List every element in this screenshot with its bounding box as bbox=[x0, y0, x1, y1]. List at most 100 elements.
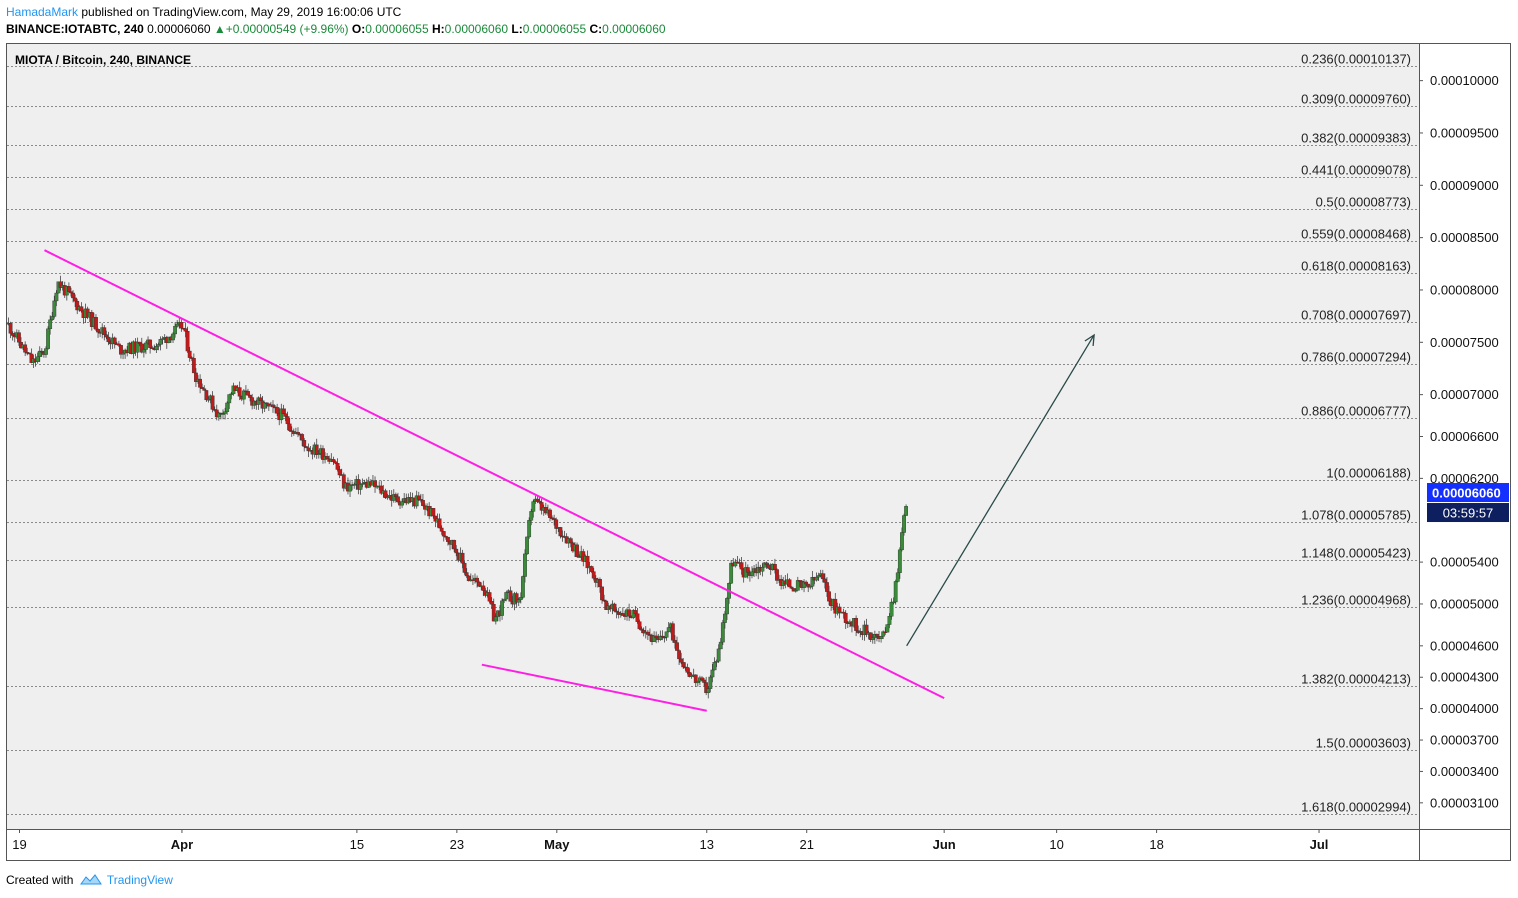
candle-down bbox=[439, 527, 444, 532]
candle-down bbox=[437, 518, 442, 529]
fib-level-label: 1.236(0.00004968) bbox=[1301, 593, 1411, 608]
candle-down bbox=[264, 402, 269, 404]
candle-down bbox=[558, 527, 563, 537]
candle-up bbox=[887, 616, 892, 625]
candle-down bbox=[314, 444, 319, 455]
candle-down bbox=[191, 358, 196, 374]
candle-down bbox=[654, 635, 659, 639]
candle-up bbox=[710, 669, 715, 678]
candle-up bbox=[718, 641, 723, 650]
low-value: 0.00006055 bbox=[522, 22, 587, 36]
candle-down bbox=[443, 535, 448, 538]
candle-down bbox=[285, 416, 290, 425]
fib-level-label: 0.786(0.00007294) bbox=[1301, 350, 1411, 365]
y-tick-label: 0.00009000 bbox=[1430, 178, 1499, 193]
candle-down bbox=[677, 650, 681, 660]
candle-up bbox=[141, 349, 146, 353]
y-tick-label: 0.00003400 bbox=[1430, 764, 1499, 779]
trendline bbox=[44, 249, 945, 700]
candle-down bbox=[258, 397, 263, 401]
candle-up bbox=[50, 316, 55, 321]
candle-up bbox=[518, 597, 523, 600]
candle-up bbox=[348, 484, 352, 492]
y-tick-label: 0.00008500 bbox=[1430, 230, 1499, 245]
candle-down bbox=[702, 679, 706, 683]
candle-down bbox=[73, 297, 78, 302]
fib-level-label: 1.148(0.00005423) bbox=[1301, 546, 1411, 561]
candle-down bbox=[685, 667, 690, 673]
candle-down bbox=[693, 674, 698, 684]
candle-down bbox=[620, 613, 625, 616]
candle-up bbox=[256, 397, 261, 405]
candle-down bbox=[137, 341, 142, 345]
candle-down bbox=[612, 603, 617, 612]
open-value: 0.00006055 bbox=[365, 22, 429, 36]
x-tick-label: 19 bbox=[12, 837, 26, 852]
candle-up bbox=[227, 394, 232, 404]
candle-down bbox=[745, 567, 750, 573]
candle-up bbox=[889, 601, 894, 617]
candle-down bbox=[94, 317, 98, 330]
x-tick-label: 15 bbox=[350, 837, 364, 852]
candle-down bbox=[271, 404, 275, 408]
candle-down bbox=[627, 609, 632, 617]
y-tick-label: 0.00005000 bbox=[1430, 596, 1499, 611]
candle-down bbox=[287, 423, 292, 431]
candle-up bbox=[504, 592, 509, 600]
candle-up bbox=[358, 484, 363, 490]
candle-down bbox=[148, 339, 153, 348]
candle-down bbox=[373, 480, 377, 488]
candle-up bbox=[500, 600, 504, 616]
candle-up bbox=[895, 572, 900, 582]
candle-down bbox=[96, 329, 100, 333]
x-tick-label: 13 bbox=[700, 837, 714, 852]
candle-up bbox=[54, 292, 59, 302]
candle-down bbox=[17, 332, 21, 343]
change-value: +0.00000549 (+9.96%) bbox=[225, 22, 349, 36]
fib-level-label: 1.5(0.00003603) bbox=[1316, 736, 1411, 751]
y-tick-label: 0.00003100 bbox=[1430, 795, 1499, 810]
tradingview-link[interactable]: TradingView bbox=[106, 873, 173, 887]
low-label: L: bbox=[511, 22, 523, 36]
candle-up bbox=[904, 506, 908, 516]
high-label: H: bbox=[431, 22, 445, 36]
candle-down bbox=[304, 446, 309, 449]
candle-up bbox=[666, 627, 671, 632]
candle-down bbox=[739, 562, 744, 570]
candle-up bbox=[879, 636, 884, 639]
candle-down bbox=[548, 509, 552, 518]
candle-down bbox=[673, 640, 677, 643]
candle-down bbox=[452, 540, 457, 550]
last-price-badge bbox=[1427, 483, 1509, 503]
candle-down bbox=[787, 579, 792, 588]
candle-up bbox=[893, 581, 898, 603]
candle-down bbox=[837, 606, 842, 613]
candle-down bbox=[302, 440, 307, 447]
author-link[interactable]: HamadaMark bbox=[6, 5, 79, 19]
fib-level-label: 0.559(0.00008468) bbox=[1301, 227, 1411, 242]
fib-level-label: 0.708(0.00007697) bbox=[1301, 308, 1411, 323]
candle-down bbox=[246, 391, 250, 396]
candle-up bbox=[816, 575, 821, 578]
plot-area[interactable] bbox=[7, 44, 1419, 829]
candle-up bbox=[35, 356, 40, 362]
up-arrow-icon: ▲ bbox=[213, 22, 226, 36]
candle-down bbox=[491, 604, 496, 622]
candle-down bbox=[23, 344, 28, 353]
candle-down bbox=[416, 495, 421, 500]
candle-up bbox=[144, 342, 148, 350]
candle-down bbox=[202, 388, 207, 391]
candle-down bbox=[772, 564, 777, 570]
symbol-label: BINANCE:IOTABTC, 240 bbox=[6, 22, 144, 36]
publish-line: HamadaMark published on TradingView.com,… bbox=[6, 5, 401, 19]
candle-down bbox=[827, 591, 831, 602]
y-tick-label: 0.00008000 bbox=[1430, 282, 1499, 297]
candle-down bbox=[804, 581, 809, 585]
footer: Created with TradingView bbox=[6, 873, 173, 887]
candle-up bbox=[154, 346, 159, 351]
candle-up bbox=[158, 339, 163, 345]
x-tick-label: Jun bbox=[933, 837, 956, 852]
candle-up bbox=[525, 536, 529, 555]
fib-level-label: 0.382(0.00009383) bbox=[1301, 131, 1411, 146]
